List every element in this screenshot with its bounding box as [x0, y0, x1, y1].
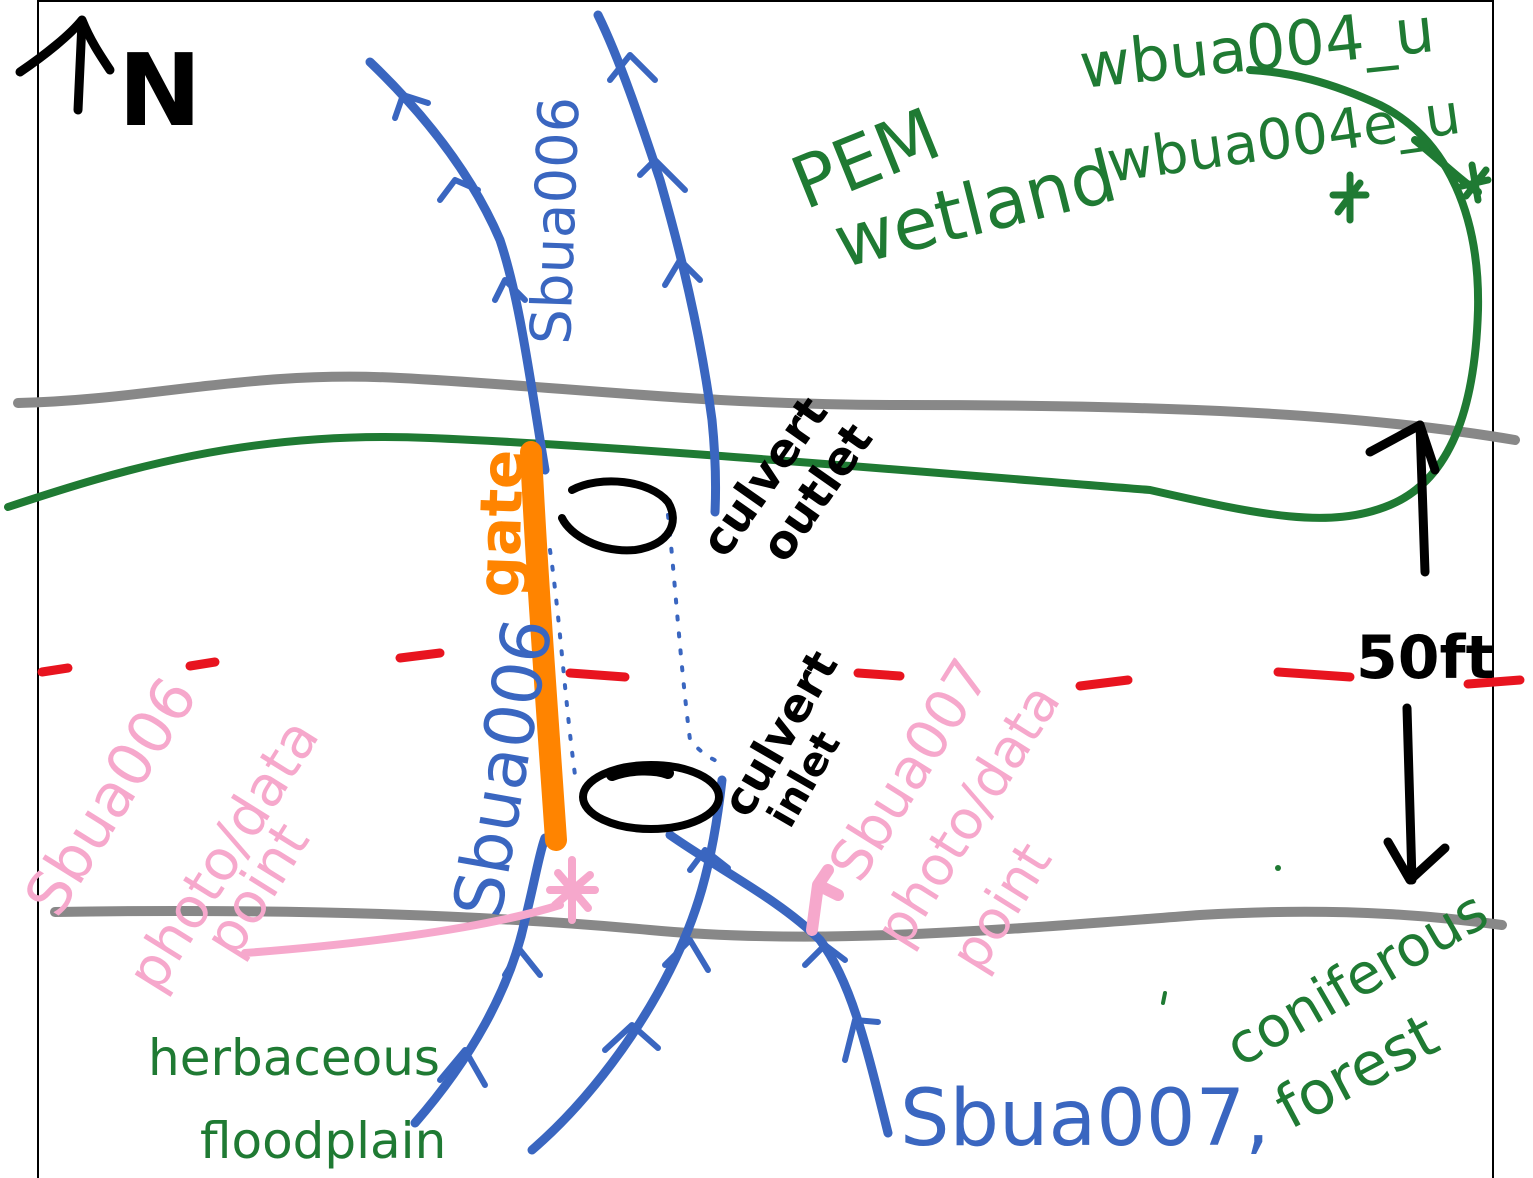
stream-flow-arrows [392, 52, 881, 1088]
scale-bar-arrows-icon [1365, 420, 1450, 885]
road-south-edge [50, 905, 1507, 942]
forest-point-mark [1275, 865, 1281, 871]
wetland-boundary-main [4, 66, 1483, 522]
wetland-label-wbua004-u: wbua004_u [1076, 0, 1438, 103]
culvert-outlet-icon [558, 477, 677, 555]
stream-sbua006-south-channel [410, 833, 550, 1128]
sbua007-photo-point-arrow [806, 864, 844, 936]
wetland-label-wbua004e-u: wbua004e_u [1103, 82, 1465, 196]
herbaceous-floodplain-label-line2: floodplain [200, 1112, 446, 1170]
stream-sbua007-tributary [665, 830, 893, 1138]
sbua006-photo-point-star [546, 856, 599, 924]
culvert-inlet-mark [606, 763, 674, 781]
wetland-point-star-2 [1458, 161, 1492, 204]
north-arrow-icon [15, 15, 115, 115]
gate-line [520, 441, 567, 851]
stream-sbua006-east-channel [593, 10, 721, 517]
stream-sbua006-west-channel [365, 57, 550, 475]
wetland-point-star-1 [1329, 171, 1370, 224]
sbua006-photo-point-leader [241, 901, 564, 957]
herbaceous-floodplain-label-line1: herbaceous [148, 1029, 440, 1087]
road-north-edge [13, 371, 1520, 445]
stream-label-sbua007: Sbua007, [900, 1074, 1270, 1164]
stream-label-sbua006-north: Sbua006 [519, 96, 593, 346]
project-boundary-dashed-line [37, 648, 1525, 691]
gate-label: gate [464, 448, 537, 598]
forest-tick-mark [1161, 991, 1167, 1005]
north-label: N [118, 32, 202, 149]
scale-label: 50ft [1356, 623, 1494, 693]
